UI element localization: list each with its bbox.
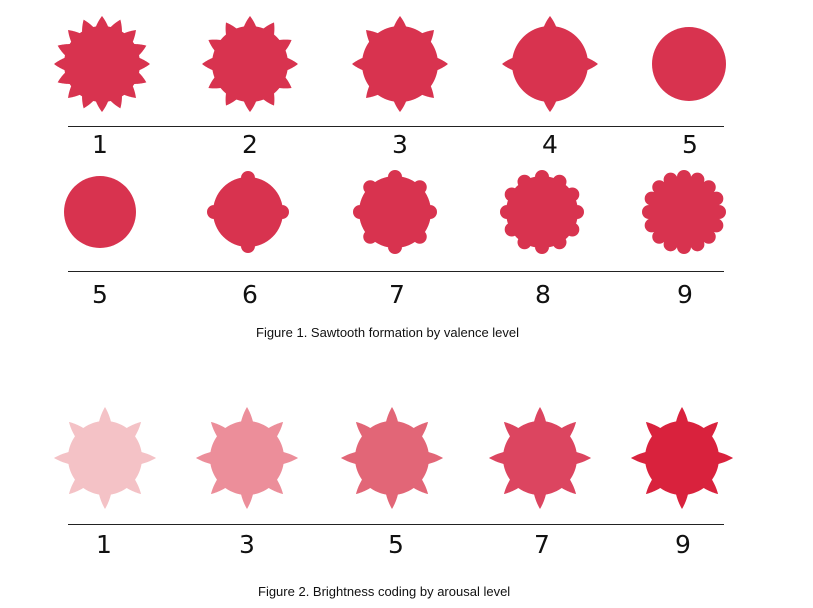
valence-shape-2-12-spikes	[202, 16, 298, 112]
valence-shape-9-16-bumps	[642, 170, 726, 254]
valence-shape-5-circle	[652, 27, 726, 101]
row2-label-6: 6	[242, 280, 258, 309]
fig2-label-1: 1	[96, 530, 112, 559]
valence-shape-6-4-bumps	[207, 171, 289, 253]
row1-label-4: 4	[542, 130, 558, 159]
valence-shape-3-8-spikes	[352, 16, 448, 112]
row1-label-1: 1	[92, 130, 108, 159]
row2-label-7: 7	[389, 280, 405, 309]
figure2-baseline	[68, 524, 724, 525]
valence-shape-8-12-bumps	[500, 170, 584, 254]
arousal-shape-7	[489, 407, 591, 509]
row2-label-9: 9	[677, 280, 693, 309]
valence-shape-7-8-bumps	[353, 170, 437, 254]
fig2-label-5: 5	[388, 530, 404, 559]
figure2-caption: Figure 2. Brightness coding by arousal l…	[258, 584, 511, 599]
figure1-caption: Figure 1. Sawtooth formation by valence …	[256, 325, 520, 340]
figure1-row2-baseline	[68, 271, 724, 272]
arousal-shape-5	[341, 407, 443, 509]
fig2-label-9: 9	[675, 530, 691, 559]
valence-shape-1-16-spikes	[54, 16, 150, 112]
fig2-label-3: 3	[239, 530, 255, 559]
row2-label-8: 8	[535, 280, 551, 309]
valence-shape-5-circle-row2	[64, 176, 136, 248]
valence-shape-4-4-spikes	[502, 16, 598, 112]
arousal-shape-1	[54, 407, 156, 509]
arousal-shape-9	[631, 407, 733, 509]
arousal-shape-3	[196, 407, 298, 509]
row1-label-2: 2	[242, 130, 258, 159]
row1-label-5: 5	[682, 130, 698, 159]
row2-label-5: 5	[92, 280, 108, 309]
fig2-label-7: 7	[534, 530, 550, 559]
row1-label-3: 3	[392, 130, 408, 159]
figure1-row1-baseline	[68, 126, 724, 127]
